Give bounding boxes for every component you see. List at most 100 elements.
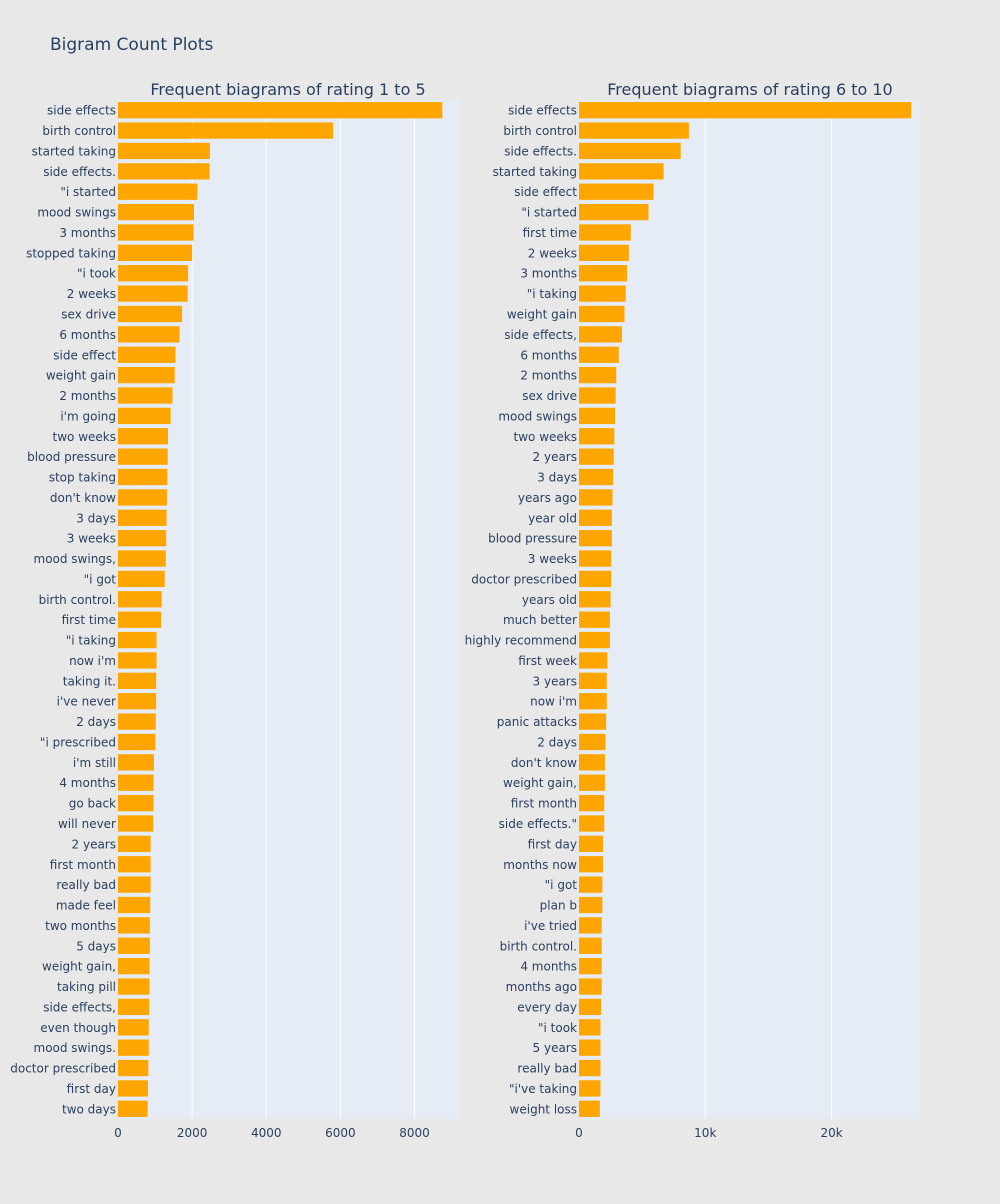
bar: [118, 835, 151, 853]
category-label: now i'm: [69, 654, 116, 668]
category-label: really bad: [517, 1062, 577, 1076]
category-label: "i've taking: [509, 1082, 577, 1096]
category-label: even though: [40, 1021, 116, 1035]
bar: [118, 733, 156, 751]
bar: [118, 448, 168, 465]
category-label: sex drive: [61, 307, 116, 321]
category-label: blood pressure: [488, 532, 577, 546]
x-tick-label: 8000: [399, 1126, 430, 1140]
category-label: "i prescribed: [40, 735, 116, 749]
bar: [118, 937, 150, 954]
category-label: 2 months: [59, 389, 116, 403]
category-label: i'm still: [73, 756, 116, 770]
x-tick-label: 4000: [251, 1126, 282, 1140]
category-label: taking pill: [57, 980, 116, 994]
plot-area: [579, 100, 920, 1119]
bar: [118, 856, 151, 873]
category-label: first day: [528, 837, 577, 851]
category-label: much better: [503, 613, 577, 627]
bar: [118, 672, 157, 689]
bar: [579, 468, 614, 486]
category-label: "i took: [77, 267, 116, 281]
category-label: side effects,: [43, 1000, 116, 1014]
x-tick-label: 0: [575, 1126, 583, 1140]
bar: [118, 224, 194, 241]
category-label: months now: [503, 858, 577, 872]
category-label: side effects,: [504, 328, 577, 342]
bar: [118, 265, 189, 282]
category-label: 2 weeks: [528, 246, 577, 260]
bar: [118, 203, 194, 221]
bar: [579, 815, 605, 832]
category-label: first time: [62, 613, 116, 627]
category-label: side effects: [508, 104, 577, 118]
x-tick-label: 6000: [325, 1126, 356, 1140]
category-label: 3 years: [533, 674, 577, 688]
bar: [579, 713, 607, 730]
category-label: 2 days: [537, 735, 577, 749]
bar: [118, 366, 175, 384]
bar: [118, 428, 169, 445]
bar: [118, 142, 210, 160]
bar: [579, 754, 605, 771]
bar: [579, 856, 603, 873]
bar: [118, 1080, 149, 1097]
bar: [579, 794, 605, 812]
bar: [579, 244, 629, 262]
bar: [118, 957, 150, 975]
category-label: birth control: [42, 124, 116, 138]
bar: [579, 428, 615, 445]
bar: [579, 896, 603, 914]
bar: [579, 652, 608, 669]
category-label: highly recommend: [465, 634, 577, 648]
bar: [579, 631, 610, 649]
bar: [118, 1100, 148, 1117]
category-label: don't know: [511, 756, 577, 770]
category-label: birth control.: [39, 593, 116, 607]
category-label: 3 days: [76, 511, 116, 525]
bar: [118, 774, 154, 791]
category-label: side effects: [47, 104, 116, 118]
bar: [579, 774, 605, 791]
bar: [579, 122, 689, 139]
bar: [118, 550, 166, 567]
category-label: 3 months: [520, 267, 577, 281]
bar: [118, 631, 157, 649]
category-label: started taking: [32, 144, 116, 158]
category-label: blood pressure: [27, 450, 116, 464]
bar: [579, 509, 612, 526]
bar: [579, 102, 912, 119]
bar: [118, 509, 167, 526]
x-tick-label: 20k: [820, 1126, 842, 1140]
bar: [118, 611, 161, 628]
category-label: "i got: [545, 878, 578, 892]
category-label: mood swings.: [34, 1041, 117, 1055]
bar: [579, 448, 614, 465]
bar: [579, 387, 616, 404]
bar: [579, 407, 615, 425]
bar: [579, 1080, 601, 1097]
bar: [579, 346, 619, 363]
bar: [579, 733, 606, 751]
bar: [118, 917, 150, 934]
bar: [118, 530, 167, 547]
category-label: 3 weeks: [67, 532, 116, 546]
bar: [579, 530, 612, 547]
category-label: birth control: [503, 124, 577, 138]
category-label: 5 years: [533, 1041, 577, 1055]
bar: [579, 591, 611, 608]
category-label: sex drive: [522, 389, 577, 403]
category-label: 4 months: [520, 960, 577, 974]
bar: [579, 1019, 601, 1036]
bar: [118, 407, 171, 425]
category-label: "i taking: [66, 634, 116, 648]
category-label: two months: [45, 919, 116, 933]
category-label: years old: [522, 593, 577, 607]
category-label: don't know: [50, 491, 116, 505]
category-label: started taking: [493, 165, 577, 179]
category-label: doctor prescribed: [10, 1062, 116, 1076]
category-label: weight gain: [46, 369, 116, 383]
category-label: stopped taking: [26, 246, 116, 260]
category-label: taking it.: [63, 674, 116, 688]
category-label: "i taking: [527, 287, 577, 301]
